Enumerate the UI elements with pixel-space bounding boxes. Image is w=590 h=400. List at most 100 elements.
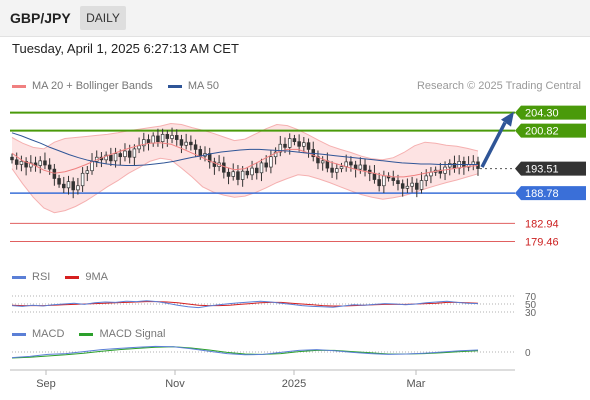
candle-body [80, 172, 85, 187]
time-tick-label: 2025 [282, 378, 306, 390]
candle-body [43, 160, 47, 166]
macd-signal-swatch [79, 332, 94, 336]
candle-body [335, 168, 339, 173]
candle-body [306, 142, 311, 150]
candle-body [231, 171, 235, 177]
rsi-ma-swatch [65, 275, 80, 279]
level-tag-204.30 [515, 105, 586, 120]
candle-body [391, 177, 396, 181]
ma20-line [11, 142, 479, 178]
candle-body [118, 153, 123, 158]
candle-body [160, 134, 165, 142]
candle-body [240, 170, 245, 180]
candle-body [174, 135, 179, 140]
candle-body [255, 167, 259, 174]
candle-body [165, 134, 170, 139]
macd-line [11, 345, 479, 359]
legend-rsi-label: RSI [32, 271, 51, 283]
legend-ma50-label: MA 50 [187, 80, 220, 92]
time-axis: Sep Nov 2025 Mar [10, 369, 515, 390]
candle-body [250, 167, 254, 176]
candle-body [198, 149, 203, 157]
candle-body [245, 170, 250, 176]
legend-macd-label: MACD [32, 328, 65, 340]
legend-rsi-ma-label: 9MA [85, 271, 109, 283]
level-label-200.82: 200.82 [525, 126, 559, 138]
bollinger-lower-line [11, 157, 479, 214]
ma50-line [11, 132, 478, 166]
candle-body [47, 164, 52, 170]
candle-body [419, 180, 424, 190]
candle-body [212, 161, 217, 167]
bollinger-upper-line [11, 122, 479, 161]
candle-body [377, 179, 381, 187]
candle-body [62, 183, 66, 189]
candle-body [66, 181, 71, 189]
candle-body [330, 167, 334, 173]
time-tick-label: Mar [407, 378, 426, 390]
level-tag-193.51 [515, 161, 586, 176]
candle-body [264, 162, 268, 168]
candle-body [104, 154, 108, 161]
symbol-title: GBP/JPY [10, 10, 71, 26]
candle-body [222, 162, 226, 173]
legend-macd-signal-label: MACD Signal [99, 328, 166, 340]
candle-body [382, 175, 386, 187]
candle-body [29, 162, 33, 168]
candle-body [339, 166, 344, 169]
candle-body [170, 135, 174, 139]
candle-body [363, 164, 367, 171]
ma50-swatch [167, 84, 182, 88]
candle-body [292, 138, 297, 143]
credit-label: Research © 2025 Trading Central [416, 80, 581, 92]
candle-body [259, 162, 264, 174]
candle-body [10, 156, 14, 161]
candle-body [156, 135, 160, 143]
candle-body [320, 160, 325, 164]
macd-swatch [12, 332, 26, 336]
candle-body [179, 139, 184, 146]
legend-main: MA 20 + Bollinger Bands MA 50 [12, 80, 219, 92]
level-label-182.94: 182.94 [525, 218, 559, 230]
candle-body [273, 151, 278, 158]
level-label-179.46: 179.46 [525, 236, 559, 248]
candle-body [358, 164, 363, 170]
legend-ma20-label: MA 20 + Bollinger Bands [32, 80, 153, 92]
candle-body [400, 183, 405, 189]
candle-body [287, 138, 292, 148]
candle-body [236, 171, 240, 180]
rsi-line [11, 300, 479, 309]
candle-body [38, 160, 42, 166]
time-tick-label: Sep [36, 378, 56, 390]
level-tag-200.82 [515, 123, 586, 138]
rsi-tick-label: 70 [525, 292, 537, 303]
candle-body [52, 168, 57, 179]
candle-body [405, 185, 410, 189]
candle-body [226, 171, 231, 177]
candle-body [424, 175, 428, 181]
candle-body [127, 150, 132, 158]
candle-body [410, 182, 414, 187]
candle-body [325, 160, 330, 169]
candle-body [283, 143, 287, 148]
candle-body [57, 178, 61, 185]
rsi-tick-label: 50 [525, 300, 537, 311]
candle-body [132, 148, 137, 158]
candle-body [85, 170, 90, 174]
rsi-swatch [12, 275, 26, 279]
candle-body [278, 143, 283, 153]
candle-body [415, 182, 419, 190]
timeframe-button[interactable]: DAILY [80, 6, 126, 30]
top-bar: GBP/JPY DAILY [0, 0, 590, 37]
candle-body [146, 139, 151, 144]
macd-panel: 0 [11, 345, 531, 359]
price-panel: 204.30 200.82 193.51 188.78 182.94 179.46 [10, 105, 586, 248]
level-label-204.30: 204.30 [525, 108, 559, 120]
candle-body [297, 141, 301, 147]
candle-body [448, 163, 452, 168]
legend-rsi: RSI 9MA [12, 271, 108, 283]
forecast-arrow-head [501, 111, 514, 127]
macd-tick-label: 0 [525, 348, 531, 359]
candle-body [372, 172, 377, 180]
